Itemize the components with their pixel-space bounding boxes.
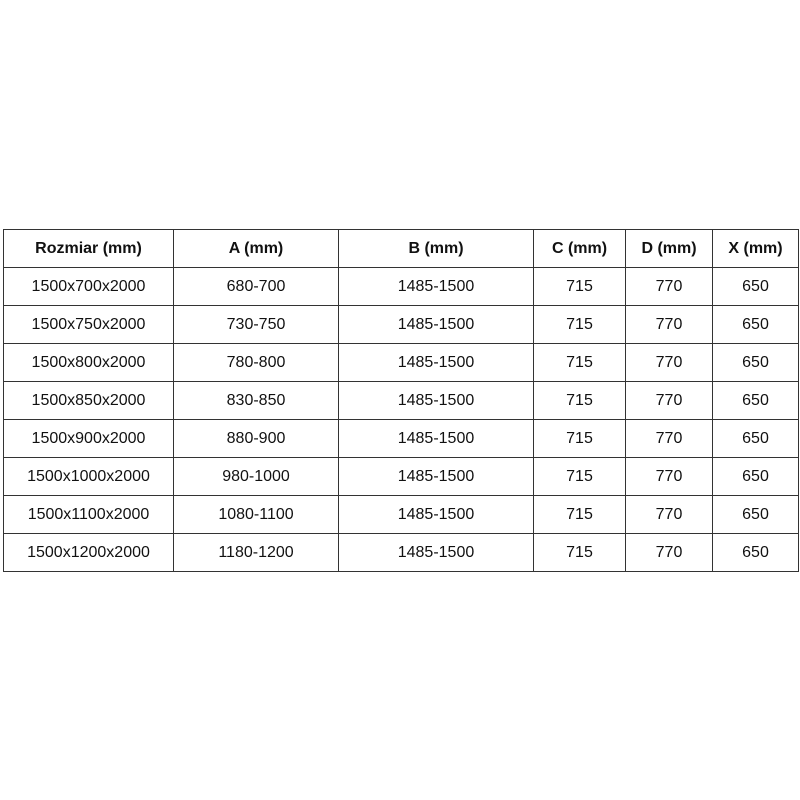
table-row: 1500x800x2000 780-800 1485-1500 715 770 650 <box>3 343 799 382</box>
table-row: 1500x900x2000 880-900 1485-1500 715 770 650 <box>3 419 799 458</box>
table-cell: 1500x1100x2000 <box>3 495 174 534</box>
table-cell: 715 <box>533 419 626 458</box>
table-cell: 1180-1200 <box>173 533 339 572</box>
table-cell: 1485-1500 <box>338 381 534 420</box>
table-cell: 715 <box>533 343 626 382</box>
table-cell: 1485-1500 <box>338 267 534 306</box>
table-cell: 650 <box>712 495 799 534</box>
table-cell: 650 <box>712 305 799 344</box>
table-cell: 715 <box>533 381 626 420</box>
table-cell: 1500x900x2000 <box>3 419 174 458</box>
table-cell: 1500x850x2000 <box>3 381 174 420</box>
table-row: 1500x700x2000 680-700 1485-1500 715 770 650 <box>3 267 799 306</box>
table-cell: 1485-1500 <box>338 419 534 458</box>
table-cell: 770 <box>625 533 713 572</box>
table-row: 1500x1000x2000 980-1000 1485-1500 715 770 650 <box>3 457 799 496</box>
table-row: 1500x850x2000 830-850 1485-1500 715 770 650 <box>3 381 799 420</box>
table-header-row: Rozmiar (mm) A (mm) B (mm) C (mm) D (mm) X (m… <box>3 229 799 268</box>
table-cell: 730-750 <box>173 305 339 344</box>
table-cell: 650 <box>712 343 799 382</box>
table-row: 1500x1200x2000 1180-1200 1485-1500 715 770 65… <box>3 533 799 572</box>
table-cell: 1485-1500 <box>338 457 534 496</box>
table-cell: 715 <box>533 457 626 496</box>
table-row: 1500x1100x2000 1080-1100 1485-1500 715 770 65… <box>3 495 799 534</box>
table-cell: 770 <box>625 457 713 496</box>
table-cell: 980-1000 <box>173 457 339 496</box>
table-cell: 880-900 <box>173 419 339 458</box>
table-cell: 650 <box>712 381 799 420</box>
table-cell: 770 <box>625 495 713 534</box>
column-header: B (mm) <box>338 229 534 268</box>
table-cell: 1500x700x2000 <box>3 267 174 306</box>
column-header: D (mm) <box>625 229 713 268</box>
table-row: 1500x750x2000 730-750 1485-1500 715 770 650 <box>3 305 799 344</box>
table-cell: 770 <box>625 343 713 382</box>
table-cell: 1485-1500 <box>338 495 534 534</box>
table-cell: 1080-1100 <box>173 495 339 534</box>
table-cell: 715 <box>533 305 626 344</box>
table-cell: 830-850 <box>173 381 339 420</box>
table-cell: 1500x1000x2000 <box>3 457 174 496</box>
table-cell: 650 <box>712 457 799 496</box>
table-cell: 1485-1500 <box>338 533 534 572</box>
table-cell: 1485-1500 <box>338 343 534 382</box>
table-cell: 1500x750x2000 <box>3 305 174 344</box>
table-cell: 650 <box>712 419 799 458</box>
table-cell: 1500x800x2000 <box>3 343 174 382</box>
table-cell: 770 <box>625 419 713 458</box>
table-cell: 770 <box>625 267 713 306</box>
table-cell: 770 <box>625 381 713 420</box>
table-cell: 770 <box>625 305 713 344</box>
column-header: C (mm) <box>533 229 626 268</box>
table-cell: 650 <box>712 267 799 306</box>
table-cell: 715 <box>533 267 626 306</box>
column-header: X (mm) <box>712 229 799 268</box>
table-cell: 715 <box>533 533 626 572</box>
column-header: A (mm) <box>173 229 339 268</box>
dimensions-table: Rozmiar (mm) A (mm) B (mm) C (mm) D (mm) X (m… <box>3 229 799 572</box>
table-cell: 780-800 <box>173 343 339 382</box>
column-header: Rozmiar (mm) <box>3 229 174 268</box>
table-cell: 650 <box>712 533 799 572</box>
table-cell: 715 <box>533 495 626 534</box>
table-cell: 1485-1500 <box>338 305 534 344</box>
table-cell: 1500x1200x2000 <box>3 533 174 572</box>
table-cell: 680-700 <box>173 267 339 306</box>
